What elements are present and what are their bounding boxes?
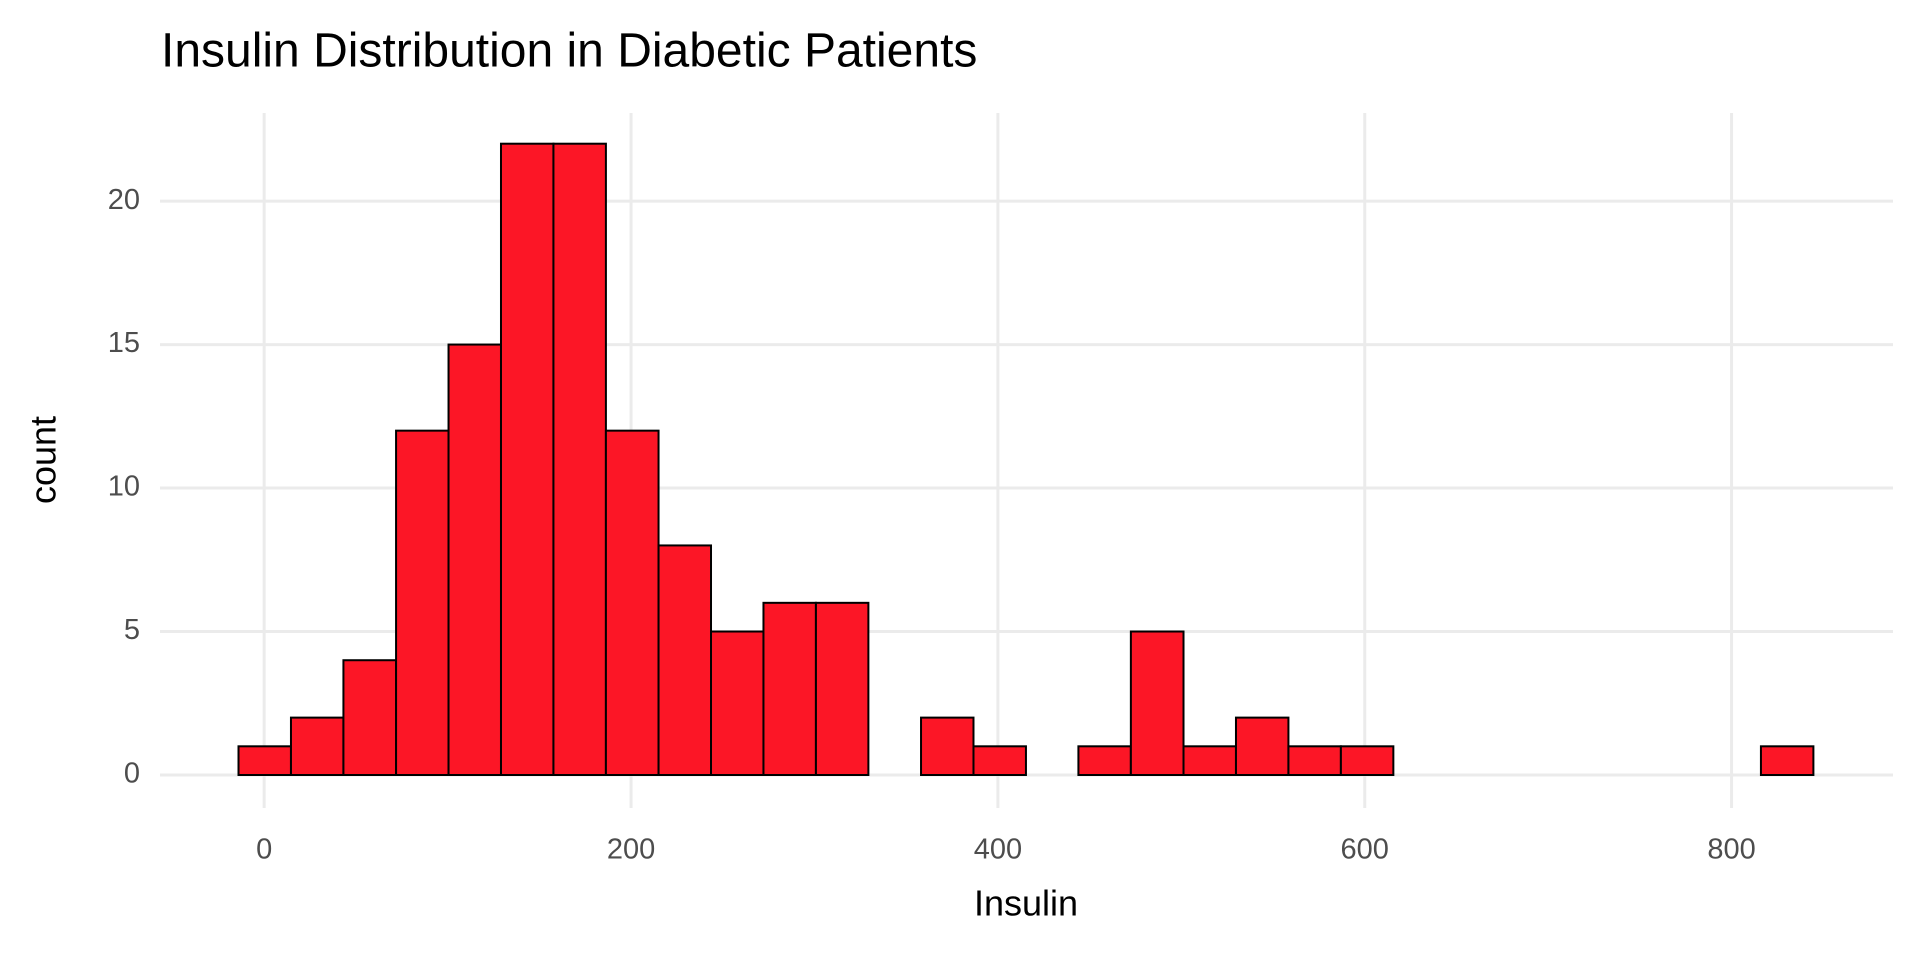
bar — [1234, 716, 1290, 777]
bar — [1182, 745, 1237, 777]
bar — [710, 630, 765, 777]
bar — [1077, 745, 1132, 777]
y-tick-label: 15 — [108, 327, 140, 359]
x-tick-label: 200 — [607, 834, 655, 866]
y-tick-label: 0 — [124, 758, 140, 790]
bar — [972, 745, 1027, 777]
bar — [1339, 745, 1395, 777]
y-tick-label: 20 — [108, 184, 140, 216]
x-tick-label: 800 — [1707, 834, 1755, 866]
bar — [237, 745, 292, 777]
bar — [920, 716, 975, 777]
bar — [814, 601, 870, 777]
x-tick-label: 600 — [1341, 834, 1389, 866]
x-tick-label: 400 — [974, 834, 1022, 866]
y-tick-label: 5 — [124, 614, 140, 646]
bar — [1129, 630, 1185, 777]
bar — [762, 601, 817, 777]
x-tick-label: 0 — [256, 834, 272, 866]
y-axis-title: count — [23, 416, 64, 504]
bar — [657, 544, 713, 777]
bar — [552, 142, 607, 777]
chart-title: Insulin Distribution in Diabetic Patient… — [161, 25, 977, 78]
bar — [1287, 745, 1342, 777]
bar — [395, 429, 450, 777]
bar — [342, 659, 398, 777]
bar — [499, 142, 555, 777]
y-tick-label: 10 — [108, 471, 140, 503]
bar — [447, 343, 502, 777]
bar — [1759, 745, 1815, 777]
bar — [604, 429, 660, 777]
bar — [289, 716, 345, 777]
x-axis-title: Insulin — [974, 883, 1078, 924]
